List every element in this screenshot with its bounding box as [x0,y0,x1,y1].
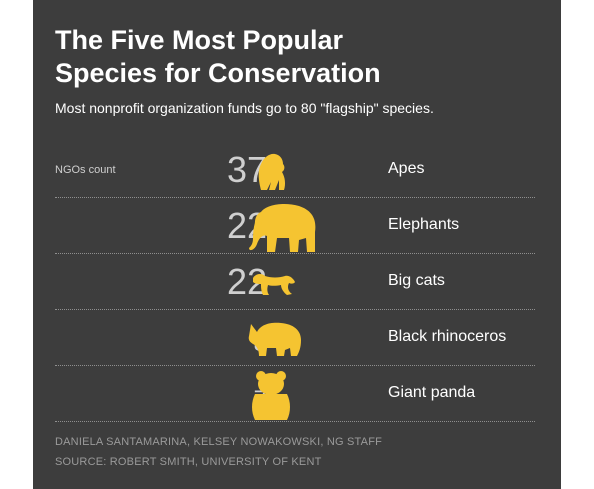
row-divider [55,365,535,366]
species-name: Black rhinoceros [388,328,507,345]
row-divider [55,197,535,198]
chart-subtitle: Most nonprofit organization funds go to … [55,100,434,116]
elephant-icon [249,204,316,252]
rhinoceros-icon [248,322,301,356]
row-divider [55,421,535,422]
source-credit: SOURCE: ROBERT SMITH, UNIVERSITY OF KENT [55,456,322,468]
byline-credit: DANIELA SANTAMARINA, KELSEY NOWAKOWSKI, … [55,436,383,448]
species-row: 7Giant panda [55,366,535,422]
chart-title: The Five Most Popular Species for Conser… [55,25,381,88]
gorilla-icon [258,153,286,190]
species-row: 22 Elephants [55,198,535,254]
big-cat-icon [253,273,295,295]
panda-icon [252,371,290,420]
species-row: NGOs count 37 Apes [55,142,535,198]
row-divider [55,309,535,310]
species-name: Apes [388,160,425,177]
row-divider [55,253,535,254]
species-row: 8Black rhinoceros [55,310,535,366]
species-name: Giant panda [388,384,476,401]
species-name: Big cats [388,272,445,289]
species-row: 22 Big cats [55,254,535,310]
species-name: Elephants [388,216,460,233]
ngo-count-label: NGOs count [55,164,116,176]
